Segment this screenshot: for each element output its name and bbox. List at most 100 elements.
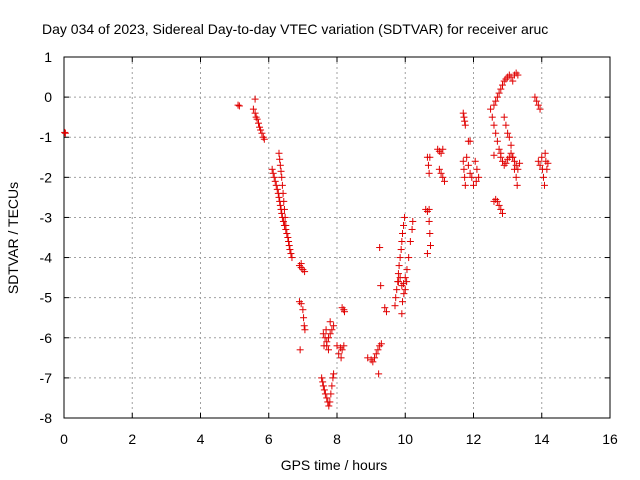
data-point <box>268 165 276 173</box>
data-point <box>393 286 401 294</box>
data-point <box>318 374 326 382</box>
data-point <box>461 121 469 129</box>
data-point <box>287 250 295 258</box>
data-point <box>406 238 414 246</box>
x-axis-title: GPS time / hours <box>281 457 388 473</box>
data-point <box>249 105 257 113</box>
data-point <box>286 246 294 254</box>
data-point <box>425 205 433 213</box>
data-point <box>338 346 346 354</box>
data-point <box>253 115 261 123</box>
data-point <box>495 89 503 97</box>
data-point <box>487 105 495 113</box>
data-point <box>538 153 546 161</box>
data-point <box>541 149 549 157</box>
data-point <box>425 217 433 225</box>
data-point <box>460 165 468 173</box>
data-point <box>272 181 280 189</box>
data-point <box>324 346 332 354</box>
data-point <box>330 370 338 378</box>
data-point <box>543 165 551 173</box>
data-point <box>466 137 474 145</box>
x-tick-label: 12 <box>466 431 482 447</box>
data-point <box>394 270 402 278</box>
data-point <box>369 358 377 366</box>
data-point <box>375 370 383 378</box>
data-point <box>275 193 283 201</box>
data-point <box>376 244 384 252</box>
data-point <box>299 306 307 314</box>
data-point <box>234 101 242 109</box>
data-point <box>497 153 505 161</box>
data-point <box>281 213 289 221</box>
data-point <box>327 390 335 398</box>
x-tick-label: 4 <box>197 431 205 447</box>
x-tick-label: 2 <box>128 431 136 447</box>
data-point <box>513 181 521 189</box>
data-point <box>400 290 408 298</box>
data-point <box>499 81 507 89</box>
x-tick-label: 16 <box>602 431 618 447</box>
data-point <box>470 181 477 189</box>
data-point <box>374 346 382 354</box>
data-point <box>488 113 496 121</box>
data-point <box>492 97 500 105</box>
data-point <box>472 177 480 185</box>
y-tick-label: -5 <box>40 290 53 306</box>
data-point <box>509 77 517 85</box>
data-point <box>273 185 281 193</box>
data-point <box>493 137 501 145</box>
data-point <box>276 201 284 209</box>
data-point <box>492 129 500 137</box>
data-point <box>468 173 476 181</box>
data-point <box>271 177 279 185</box>
x-tick-label: 6 <box>265 431 273 447</box>
y-tick-label: -1 <box>40 129 53 145</box>
data-point <box>459 157 467 165</box>
data-point <box>285 242 293 250</box>
data-point <box>326 330 334 338</box>
data-point <box>461 181 469 189</box>
x-tick-label: 10 <box>397 431 413 447</box>
data-point <box>280 205 288 213</box>
data-point <box>544 159 552 167</box>
data-point <box>423 250 431 258</box>
data-point <box>323 394 331 402</box>
data-point <box>371 354 379 362</box>
data-point <box>257 126 265 134</box>
data-point <box>440 177 448 185</box>
data-point <box>536 161 544 169</box>
data-point <box>514 71 522 79</box>
data-point <box>276 161 284 169</box>
data-point <box>460 113 468 121</box>
data-point <box>509 153 517 161</box>
data-point <box>297 300 305 308</box>
data-point <box>320 342 328 350</box>
data-point <box>296 346 304 354</box>
data-point <box>395 262 403 270</box>
data-point <box>381 304 389 312</box>
chart-title: Day 034 of 2023, Sidereal Day-to-day VTE… <box>42 21 548 37</box>
data-point <box>337 354 345 362</box>
data-point <box>502 159 510 167</box>
data-point <box>322 326 330 334</box>
data-point <box>533 97 541 105</box>
data-point <box>408 225 416 233</box>
data-point <box>502 121 510 129</box>
data-point <box>463 153 471 161</box>
data-point <box>510 157 518 165</box>
data-point <box>278 173 286 181</box>
data-point <box>282 221 290 229</box>
data-point <box>300 314 308 322</box>
data-point <box>301 326 309 334</box>
data-point <box>401 274 409 282</box>
data-point <box>495 201 503 209</box>
data-point <box>399 298 407 306</box>
data-point <box>490 121 498 129</box>
data-point <box>251 95 259 103</box>
data-point <box>427 242 435 250</box>
data-point <box>330 322 338 330</box>
y-tick-label: -2 <box>40 169 53 185</box>
x-tick-label: 0 <box>60 431 68 447</box>
